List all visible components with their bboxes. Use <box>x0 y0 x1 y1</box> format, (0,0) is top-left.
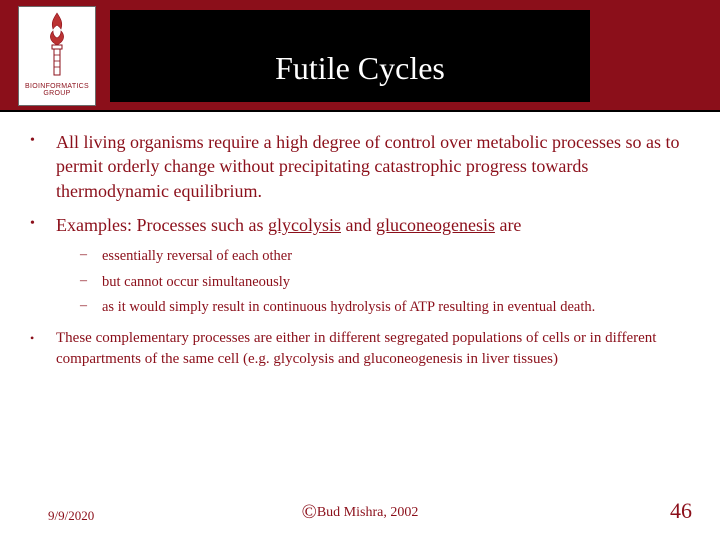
b2-post: are <box>495 215 521 235</box>
slide-title: Futile Cycles <box>0 50 720 87</box>
sub-bullets: – essentially reversal of each other – b… <box>80 247 690 318</box>
bullet-marker: • <box>30 213 56 237</box>
dash-marker: – <box>80 247 102 267</box>
sub-1: – essentially reversal of each other <box>80 247 690 267</box>
dash-marker: – <box>80 298 102 318</box>
bullet-2-text: Examples: Processes such as glycolysis a… <box>56 213 521 237</box>
bullet-marker: • <box>30 328 56 370</box>
bullet-3: • These complementary processes are eith… <box>30 328 690 370</box>
sub-3: – as it would simply result in continuou… <box>80 298 690 318</box>
copyright-icon: © <box>302 501 317 523</box>
sub-2-text: but cannot occur simultaneously <box>102 273 290 293</box>
copyright-text: Bud Mishra, 2002 <box>317 505 419 520</box>
bullet-3-text: These complementary processes are either… <box>56 328 690 370</box>
footer-page-number: 46 <box>670 498 692 524</box>
sub-3-text: as it would simply result in continuous … <box>102 298 595 318</box>
b2-glycolysis: glycolysis <box>268 215 341 235</box>
slide-content: • All living organisms require a high de… <box>30 130 690 380</box>
b2-pre: Examples: Processes such as <box>56 215 268 235</box>
sub-2: – but cannot occur simultaneously <box>80 273 690 293</box>
b2-gluconeogenesis: gluconeogenesis <box>376 215 495 235</box>
bullet-2: • Examples: Processes such as glycolysis… <box>30 213 690 237</box>
footer-copyright: ©Bud Mishra, 2002 <box>0 501 720 524</box>
bullet-1: • All living organisms require a high de… <box>30 130 690 203</box>
dash-marker: – <box>80 273 102 293</box>
bullet-marker: • <box>30 130 56 203</box>
sub-1-text: essentially reversal of each other <box>102 247 292 267</box>
b2-mid: and <box>341 215 376 235</box>
bullet-1-text: All living organisms require a high degr… <box>56 130 690 203</box>
